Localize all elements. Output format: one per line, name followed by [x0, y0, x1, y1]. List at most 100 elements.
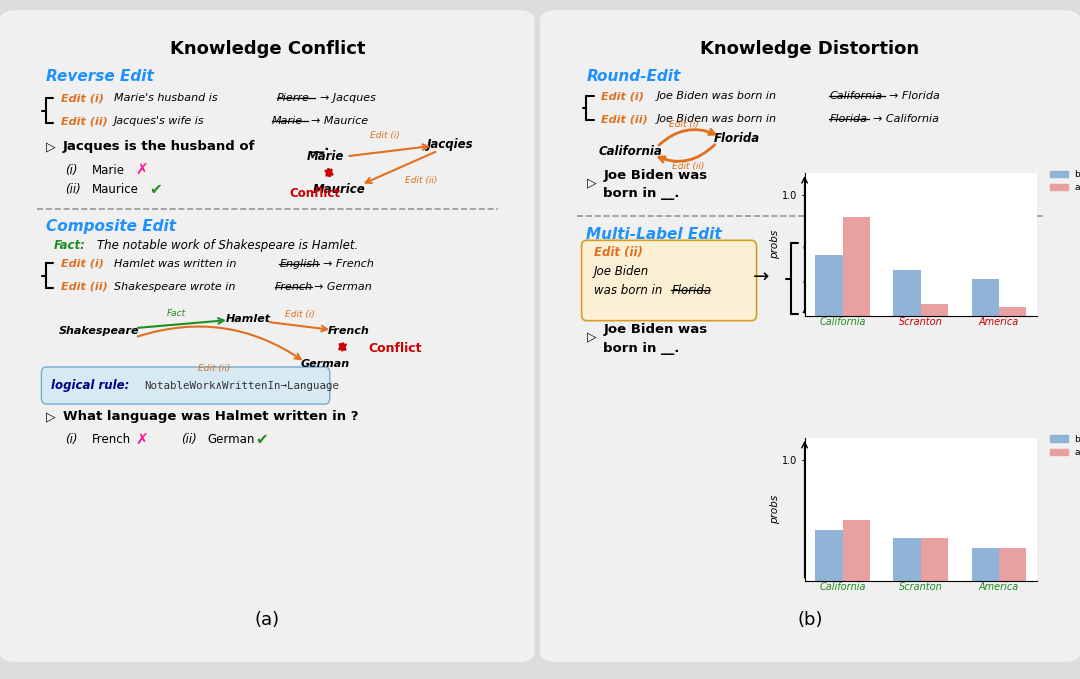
Text: Edit (i): Edit (i)	[669, 120, 699, 128]
Text: Edit (i): Edit (i)	[60, 259, 104, 269]
Text: Scranton: Scranton	[802, 273, 859, 286]
Text: ▷: ▷	[586, 331, 596, 344]
Text: Multi-Label Edit: Multi-Label Edit	[586, 227, 723, 242]
Text: California: California	[598, 145, 662, 158]
Text: (b): (b)	[797, 611, 823, 629]
Text: ✗: ✗	[135, 433, 148, 447]
Text: Edit (ii): Edit (ii)	[673, 162, 704, 171]
Text: (i): (i)	[66, 433, 78, 446]
Text: (i): (i)	[66, 164, 78, 177]
Text: Florida: Florida	[714, 132, 760, 145]
Text: ▷: ▷	[586, 177, 596, 189]
Text: Conflict: Conflict	[368, 342, 421, 355]
Text: The notable work of Shakespeare is Hamlet.: The notable work of Shakespeare is Hamle…	[97, 239, 357, 252]
Text: Edit (ii): Edit (ii)	[60, 282, 107, 292]
Y-axis label: probs: probs	[770, 230, 781, 259]
Text: Knowledge Distortion: Knowledge Distortion	[701, 40, 919, 58]
Text: Edit (i): Edit (i)	[285, 310, 315, 319]
Text: Edit (ii): Edit (ii)	[199, 364, 231, 373]
Text: What language was Halmet written in ?: What language was Halmet written in ?	[63, 410, 359, 423]
Text: Reverse Edit: Reverse Edit	[46, 69, 154, 84]
Text: Marie's husband is: Marie's husband is	[113, 93, 217, 103]
Bar	[972, 548, 999, 581]
Text: America: America	[802, 303, 854, 316]
Text: (ii): (ii)	[180, 433, 197, 446]
Text: __.: __.	[311, 140, 329, 153]
Text: Pierre: Pierre	[276, 93, 310, 103]
Text: California: California	[802, 241, 862, 254]
Bar	[842, 520, 869, 581]
Text: Edit (ii): Edit (ii)	[405, 176, 437, 185]
Text: Edit (i): Edit (i)	[60, 93, 104, 103]
Bar	[920, 538, 948, 581]
Text: Edit (ii): Edit (ii)	[60, 116, 107, 126]
Text: ▷: ▷	[46, 140, 56, 153]
Text: Florida: Florida	[829, 114, 867, 124]
Text: Composite Edit: Composite Edit	[46, 219, 176, 234]
Text: English: English	[280, 259, 320, 269]
Text: → Maurice: → Maurice	[311, 116, 367, 126]
Text: Joe Biden was born in: Joe Biden was born in	[657, 114, 777, 124]
Text: → Jacques: → Jacques	[320, 93, 376, 103]
FancyBboxPatch shape	[582, 240, 756, 320]
Bar	[893, 538, 920, 581]
Text: logical rule:: logical rule:	[51, 379, 130, 392]
Bar	[893, 270, 920, 316]
Text: German: German	[207, 433, 255, 446]
Y-axis label: probs: probs	[770, 494, 781, 524]
Text: Knowledge Conflict: Knowledge Conflict	[170, 40, 365, 58]
Text: (a): (a)	[255, 611, 280, 629]
Bar	[842, 217, 869, 316]
Text: Shakespeare wrote in: Shakespeare wrote in	[113, 282, 234, 292]
Bar	[972, 280, 999, 316]
Text: Joe Biden was born in: Joe Biden was born in	[657, 92, 777, 101]
Text: French: French	[328, 326, 369, 336]
Text: Conflict: Conflict	[289, 187, 341, 200]
Text: →: →	[753, 268, 770, 287]
Text: (ii): (ii)	[66, 183, 81, 196]
Text: California: California	[829, 92, 882, 101]
Text: ▷: ▷	[46, 410, 56, 423]
FancyBboxPatch shape	[41, 367, 329, 404]
Text: NotableWork∧WrittenIn→Language: NotableWork∧WrittenIn→Language	[145, 380, 340, 390]
Legend: before Round-Edit, after Round-Edit: before Round-Edit, after Round-Edit	[1045, 166, 1080, 196]
Text: ✗: ✗	[135, 163, 148, 178]
Text: Maurice: Maurice	[92, 183, 138, 196]
Text: Jacques's wife is: Jacques's wife is	[113, 116, 204, 126]
Text: Joe Biden was: Joe Biden was	[604, 169, 707, 182]
Text: Joe Biden: Joe Biden	[594, 265, 649, 278]
Bar	[815, 530, 842, 581]
Text: was born in: was born in	[594, 284, 662, 297]
Text: Florida: Florida	[672, 284, 712, 297]
Text: → Florida: → Florida	[889, 92, 940, 101]
Text: Fact: Fact	[166, 310, 186, 318]
Text: Joe Biden was: Joe Biden was	[604, 323, 707, 336]
Text: Jacques is the husband of: Jacques is the husband of	[63, 140, 256, 153]
Text: German: German	[300, 359, 350, 369]
Text: born in __.: born in __.	[604, 342, 679, 355]
Text: Marie: Marie	[272, 116, 303, 126]
Bar	[999, 548, 1026, 581]
Text: Edit (ii): Edit (ii)	[600, 114, 648, 124]
Text: Edit (i): Edit (i)	[370, 131, 400, 140]
Text: French: French	[274, 282, 312, 292]
Text: Marie: Marie	[307, 151, 343, 164]
Text: → California: → California	[873, 114, 939, 124]
Text: Maurice: Maurice	[313, 183, 366, 196]
Text: 🔧: 🔧	[810, 227, 819, 242]
Bar	[920, 304, 948, 316]
Text: ✔: ✔	[149, 182, 162, 197]
Bar	[999, 308, 1026, 316]
Text: Jacqies: Jacqies	[427, 138, 473, 151]
Text: French: French	[92, 433, 131, 446]
Legend: before Multi-Label Edit, after Multi-Label Edit: before Multi-Label Edit, after Multi-Lab…	[1045, 431, 1080, 461]
Text: → German: → German	[314, 282, 373, 292]
Text: → French: → French	[323, 259, 374, 269]
Text: Fact:: Fact:	[53, 239, 85, 252]
Text: Hamlet was written in: Hamlet was written in	[113, 259, 235, 269]
Bar	[815, 255, 842, 316]
Text: Marie: Marie	[92, 164, 125, 177]
Text: ✔: ✔	[255, 433, 268, 447]
Text: Round-Edit: Round-Edit	[586, 69, 680, 84]
Text: Hamlet: Hamlet	[226, 314, 271, 324]
